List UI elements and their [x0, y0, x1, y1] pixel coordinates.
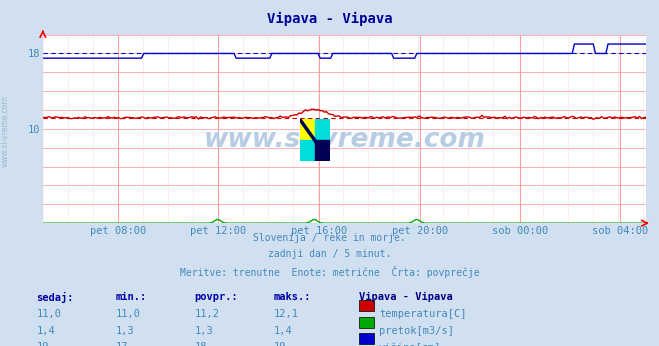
Text: 11,0: 11,0 [115, 309, 140, 319]
Text: 11,2: 11,2 [194, 309, 219, 319]
Text: 1,3: 1,3 [194, 326, 213, 336]
Bar [300, 119, 315, 140]
Bar [315, 119, 330, 140]
Text: Meritve: trenutne  Enote: metrične  Črta: povprečje: Meritve: trenutne Enote: metrične Črta: … [180, 266, 479, 278]
Text: 19: 19 [36, 342, 49, 346]
Text: sedaj:: sedaj: [36, 292, 74, 303]
Text: pretok[m3/s]: pretok[m3/s] [379, 326, 454, 336]
Text: 11,0: 11,0 [36, 309, 61, 319]
Text: 18: 18 [194, 342, 207, 346]
Bar [300, 140, 315, 161]
Text: zadnji dan / 5 minut.: zadnji dan / 5 minut. [268, 249, 391, 259]
Text: Slovenija / reke in morje.: Slovenija / reke in morje. [253, 233, 406, 243]
Text: 1,3: 1,3 [115, 326, 134, 336]
Bar [315, 140, 330, 161]
Text: min.:: min.: [115, 292, 146, 302]
Text: 12,1: 12,1 [273, 309, 299, 319]
Text: višina[cm]: višina[cm] [379, 342, 442, 346]
Text: Vipava - Vipava: Vipava - Vipava [267, 12, 392, 26]
Text: 17: 17 [115, 342, 128, 346]
Text: www.si-vreme.com: www.si-vreme.com [1, 95, 10, 167]
Text: 1,4: 1,4 [273, 326, 292, 336]
Text: povpr.:: povpr.: [194, 292, 238, 302]
Text: Vipava - Vipava: Vipava - Vipava [359, 292, 453, 302]
Text: 19: 19 [273, 342, 286, 346]
Text: temperatura[C]: temperatura[C] [379, 309, 467, 319]
Text: www.si-vreme.com: www.si-vreme.com [204, 127, 485, 153]
Text: 1,4: 1,4 [36, 326, 55, 336]
Text: maks.:: maks.: [273, 292, 311, 302]
